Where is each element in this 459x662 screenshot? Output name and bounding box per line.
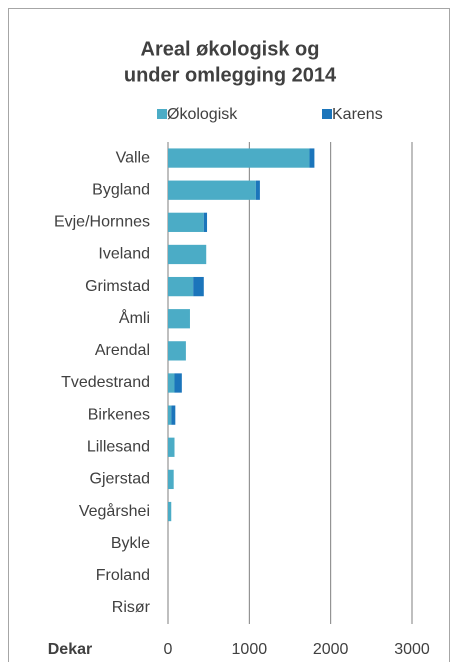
bar-segment	[168, 437, 175, 457]
bar-segment	[309, 148, 315, 168]
y-tick-label: Vegårshei	[79, 502, 150, 520]
y-tick-label: Bygland	[92, 181, 150, 198]
legend-swatch	[157, 109, 167, 119]
y-tick-label: Risør	[112, 599, 151, 616]
bar-segment	[168, 469, 174, 490]
chart-frame	[8, 8, 450, 662]
legend-swatch	[322, 109, 332, 119]
bar-segment	[168, 180, 256, 200]
bar-segment	[168, 148, 310, 168]
bar-segment	[168, 341, 186, 361]
y-tick-label: Tvedestrand	[61, 374, 150, 391]
bar-segment	[174, 373, 182, 393]
y-tick-label: Lillesand	[87, 438, 150, 455]
bar-segment	[168, 501, 172, 522]
bar-segment	[168, 405, 172, 425]
y-tick-label: Gjerstad	[90, 471, 150, 488]
y-tick-label: Evje/Hornnes	[54, 214, 150, 231]
bar-segment	[171, 405, 176, 425]
x-tick-label: 0	[164, 641, 173, 658]
x-tick-label: 2000	[313, 641, 349, 658]
legend-label: Økologisk	[167, 106, 238, 123]
legend-label: Karens	[332, 106, 383, 123]
bar-segment	[255, 180, 260, 200]
x-tick-label: 1000	[232, 641, 268, 658]
x-axis-label: Dekar	[48, 641, 92, 658]
y-tick-label: Bykle	[111, 535, 150, 552]
x-tick-label: 3000	[394, 641, 430, 658]
y-tick-label: Arendal	[95, 342, 150, 359]
bar-segment	[203, 212, 208, 232]
y-tick-label: Grimstad	[85, 278, 150, 295]
y-tick-label: Froland	[96, 567, 150, 584]
y-tick-label: Åmli	[119, 308, 150, 327]
bar-segment	[168, 309, 190, 329]
bar-segment	[168, 244, 207, 265]
y-tick-label: Iveland	[98, 246, 150, 263]
bar-segment	[193, 276, 204, 297]
chart-title: Areal økologisk og	[141, 38, 320, 60]
y-tick-label: Birkenes	[88, 406, 150, 423]
bar-segment	[168, 373, 175, 393]
bar-segment	[168, 212, 204, 232]
chart-title: under omlegging 2014	[124, 64, 337, 86]
y-tick-label: Valle	[116, 149, 150, 166]
bar-segment	[168, 276, 194, 297]
